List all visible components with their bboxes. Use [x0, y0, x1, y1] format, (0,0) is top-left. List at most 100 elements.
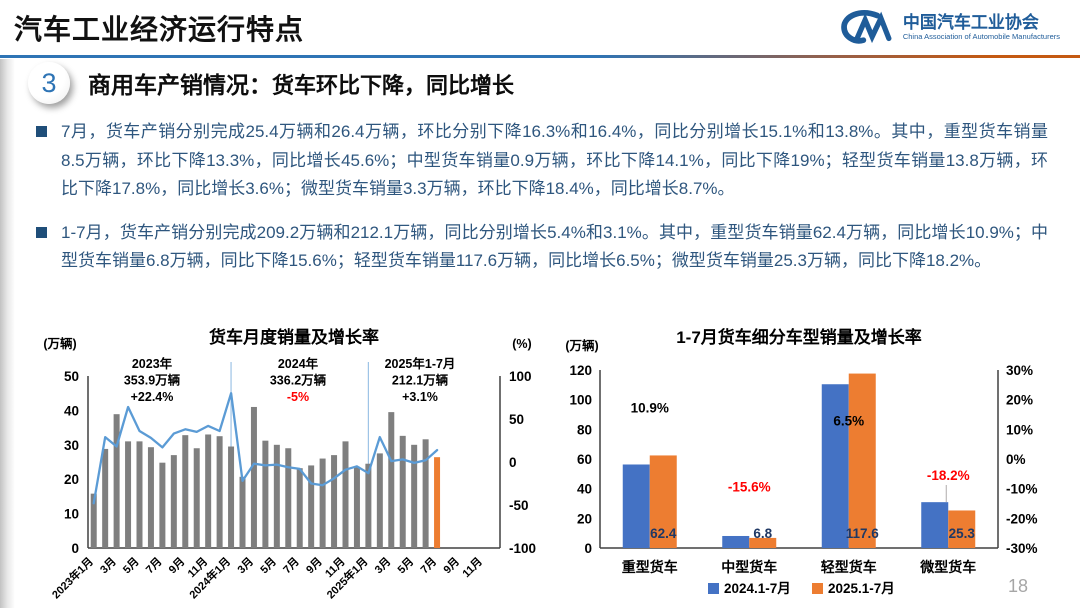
bullet-marker-icon	[36, 126, 47, 137]
right-axis-tick: 20%	[1006, 393, 1033, 408]
x-axis-tick: 5月	[395, 555, 416, 576]
year-annotation: 336.2万辆	[270, 373, 327, 388]
right-axis-tick: 100	[509, 369, 532, 384]
section-heading-prefix: 商用车产销情况：	[88, 72, 272, 98]
monthly-sales-bar	[399, 435, 406, 548]
monthly-sales-bar	[182, 435, 189, 548]
left-axis-tick: 40	[64, 403, 79, 418]
monthly-sales-bar	[239, 476, 246, 548]
x-axis-tick: 3月	[97, 555, 118, 576]
segment-bar	[722, 535, 750, 548]
segment-bar	[848, 373, 876, 548]
year-annotation: +3.1%	[402, 390, 438, 404]
x-axis-tick: 3月	[235, 555, 256, 576]
year-annotation: 353.9万辆	[124, 373, 181, 388]
caam-logo-mark-icon	[841, 10, 892, 44]
year-annotation: -5%	[287, 390, 309, 404]
left-axis-tick: 20	[64, 472, 79, 487]
monthly-sales-bar	[228, 446, 235, 548]
legend-label: 2024.1-7月	[724, 581, 791, 596]
header-divider	[0, 55, 1080, 58]
segment-bar	[622, 464, 650, 548]
monthly-sales-bar	[434, 457, 441, 548]
segment-bar	[948, 510, 976, 548]
section-number-badge: 3	[28, 62, 70, 104]
monthly-sales-bar	[193, 448, 200, 548]
monthly-sales-bar	[216, 436, 223, 548]
page-number: 18	[1008, 576, 1029, 596]
year-annotation: +22.4%	[131, 390, 174, 404]
left-axis-tick: 0	[71, 541, 79, 556]
left-axis-tick: 50	[64, 369, 79, 384]
x-axis-tick: 5月	[120, 555, 141, 576]
monthly-sales-bar	[411, 444, 418, 548]
left-axis-tick: 30	[64, 438, 79, 453]
monthly-truck-sales-chart: 货车月度销量及增长率 (万辆) (%) 0 10 20 30 40 50 -100 -50 0 50 10…	[43, 327, 536, 601]
monthly-sales-bar	[262, 440, 269, 548]
monthly-sales-bar	[205, 434, 212, 548]
bullet-item: 1-7月，货车产销分别完成209.2万辆和212.1万辆，同比分别增长5.4%和…	[36, 219, 1048, 276]
bar-value-label: 117.6	[846, 526, 880, 541]
monthly-sales-bar	[90, 493, 97, 548]
logo-org-cn: 中国汽车工业协会	[902, 13, 1039, 32]
x-axis-tick: 2023年1月	[49, 554, 96, 601]
bar-value-label: 62.4	[650, 526, 677, 541]
monthly-sales-bar	[159, 462, 166, 548]
segment-bar	[749, 537, 777, 548]
monthly-sales-bar	[331, 455, 338, 548]
right-axis-tick: -100	[509, 541, 536, 556]
page-title: 汽车工业经济运行特点	[14, 14, 305, 45]
left-axis-tick: 60	[577, 452, 592, 467]
chart-title: 1-7月货车细分车型销量及增长率	[676, 327, 922, 347]
bullet-item: 7月，货车产销分别完成25.4万辆和26.4万辆，环比分别下降16.3%和16.…	[36, 118, 1048, 204]
growth-label: 6.5%	[833, 414, 864, 429]
left-axis-unit: (万辆)	[43, 336, 76, 351]
x-axis-tick: 5月	[258, 555, 279, 576]
monthly-sales-bar	[125, 441, 132, 548]
bullet-list: 7月，货车产销分别完成25.4万辆和26.4万辆，环比分别下降16.3%和16.…	[36, 118, 1048, 291]
growth-label: -18.2%	[927, 468, 970, 483]
monthly-sales-bar	[250, 406, 257, 548]
segment-bar	[649, 455, 677, 548]
section-heading-statement: 货车环比下降，同比增长	[272, 73, 515, 98]
x-axis-tick: 7月	[418, 555, 439, 576]
x-axis-tick: 11月	[460, 555, 485, 580]
caam-logo: 中国汽车工业协会 China Association of Automobile…	[837, 7, 1060, 47]
growth-label: 10.9%	[631, 401, 669, 416]
legend-swatch	[812, 583, 823, 594]
monthly-sales-bar	[388, 412, 395, 548]
bullet-marker-icon	[36, 226, 47, 238]
growth-rate-line	[92, 392, 439, 505]
right-axis-tick: -30%	[1006, 541, 1038, 556]
right-axis-tick: 10%	[1006, 422, 1033, 437]
monthly-sales-bar	[308, 465, 315, 548]
monthly-sales-bar	[285, 448, 292, 548]
year-annotation: 2023年	[132, 356, 173, 371]
left-axis-tick: 100	[569, 393, 592, 408]
right-axis-tick: 0%	[1006, 452, 1026, 467]
x-axis-tick: 9月	[441, 555, 462, 576]
legend-swatch	[708, 583, 719, 594]
category-label: 重型货车	[622, 559, 678, 575]
x-axis-tick: 9月	[303, 555, 324, 576]
monthly-sales-bar	[296, 468, 303, 548]
left-edge-shading	[0, 59, 15, 608]
x-axis-tick: 7月	[143, 555, 164, 576]
section-heading: 商用车产销情况：货车环比下降，同比增长	[88, 66, 514, 100]
left-axis-tick: 80	[577, 422, 592, 437]
left-axis-tick: 20	[577, 511, 592, 526]
legend-label: 2025.1-7月	[828, 581, 895, 596]
bullet-text: 1-7月，货车产销分别完成209.2万辆和212.1万辆，同比分别增长5.4%和…	[61, 222, 1048, 271]
chart-title: 货车月度销量及增长率	[209, 327, 379, 347]
truck-segment-sales-chart: 1-7月货车细分车型销量及增长率 (万辆) 0 20 40 60 80 100 120 30% 20…	[565, 327, 1038, 596]
right-axis-tick: 0	[509, 455, 517, 470]
monthly-sales-bar	[376, 453, 383, 548]
left-axis-tick: 0	[584, 541, 592, 556]
bar-value-label: 25.3	[949, 526, 976, 541]
right-axis-unit: (%)	[512, 337, 531, 351]
x-axis-tick: 7月	[281, 555, 302, 576]
left-axis-tick: 120	[569, 363, 592, 378]
segment-bar	[821, 384, 849, 548]
category-label: 轻型货车	[821, 559, 877, 575]
